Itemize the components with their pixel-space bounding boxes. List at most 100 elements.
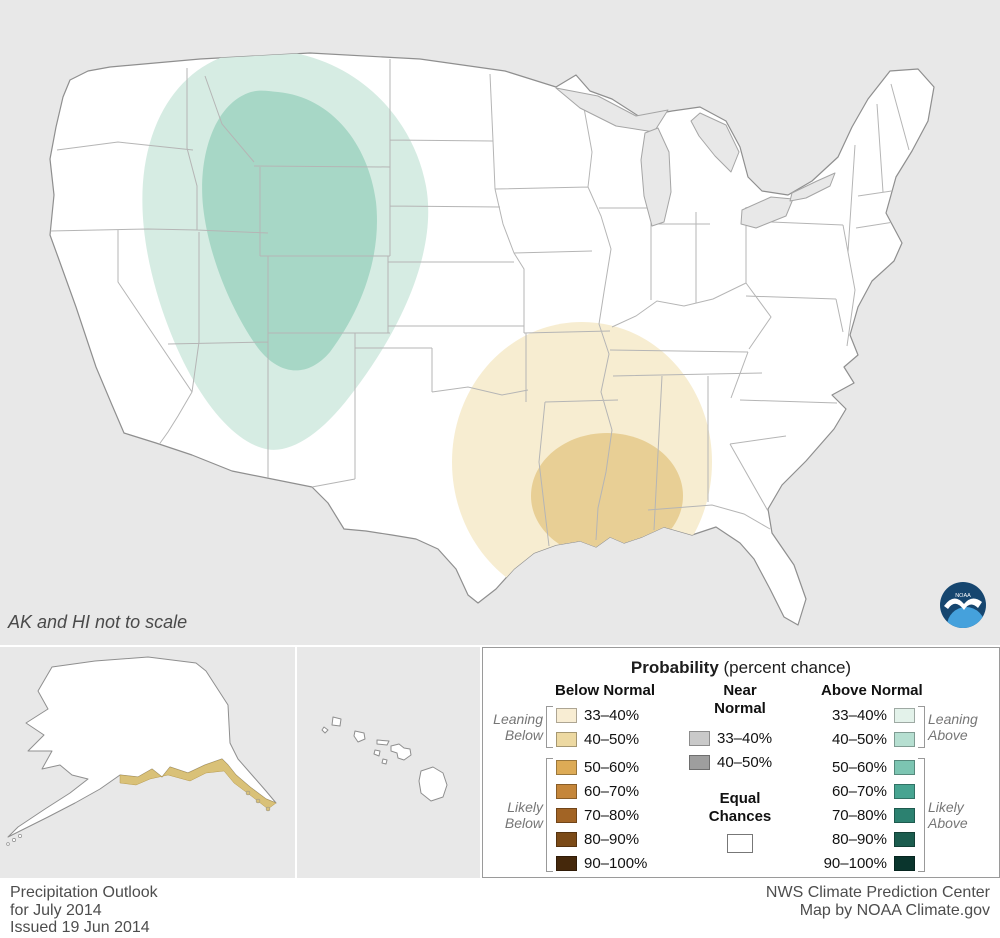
likely-above-rows: 50–60% 60–70% 70–80% 80–90% 90–100% <box>821 755 915 875</box>
legend-color-swatch <box>894 783 915 799</box>
legend-color-swatch <box>894 759 915 775</box>
footer-credits: NWS Climate Prediction Center Map by NOA… <box>766 884 990 936</box>
legend-color-swatch <box>556 707 577 723</box>
legend-color-swatch <box>556 855 577 871</box>
equal-chances-swatch <box>727 834 753 853</box>
probability-legend: Probability (percent chance) Below Norma… <box>482 647 1000 878</box>
legend-row: 33–40% <box>689 726 791 750</box>
legend-row-label: 33–40% <box>584 706 640 724</box>
likely-below-rows: 50–60% 60–70% 70–80% 80–90% 90–100% <box>556 755 650 875</box>
legend-row-label: 33–40% <box>831 706 887 724</box>
legend-row-label: 90–100% <box>584 854 648 872</box>
legend-row-label: 60–70% <box>831 782 887 800</box>
conus-map: AK and HI not to scale NOAA <box>0 0 1000 645</box>
equal-chances-label: Equal Chances <box>708 790 772 825</box>
legend-color-swatch <box>556 783 577 799</box>
legend-row-label: 40–50% <box>831 730 887 748</box>
legend-color-swatch <box>556 759 577 775</box>
legend-row: 80–90% <box>821 827 915 851</box>
scale-note: AK and HI not to scale <box>7 612 187 632</box>
likely-below-group: Likely Below 50–60% 60–70% 70–80% 80–90% 90–… <box>489 755 689 875</box>
alaska-map <box>6 656 277 846</box>
legend-color-swatch <box>894 707 915 723</box>
above-normal-header: Above Normal <box>821 682 923 699</box>
footer-source: NWS Climate Prediction Center <box>765 884 990 901</box>
legend-color-swatch <box>556 731 577 747</box>
footer-product-title: Precipitation Outlook <box>10 884 158 901</box>
footer: Precipitation Outlook for July 2014 Issu… <box>0 878 1000 936</box>
hawaii-inset-panel <box>297 647 480 878</box>
below-normal-header: Below Normal <box>555 682 656 699</box>
likely-below-bracket <box>546 758 553 872</box>
legend-color-swatch <box>894 831 915 847</box>
legend-row-label: 80–90% <box>584 830 640 848</box>
legend-row-label: 70–80% <box>584 806 640 824</box>
legend-row-label: 80–90% <box>831 830 887 848</box>
legend-color-swatch <box>556 807 577 823</box>
alaska-landmass <box>7 656 277 838</box>
legend-row: 60–70% <box>821 779 915 803</box>
legend-row: 90–100% <box>821 851 915 875</box>
legend-title-suffix: (percent chance) <box>718 658 852 677</box>
legend-color-swatch <box>689 730 710 746</box>
legend-row: 33–40% <box>821 703 915 727</box>
leaning-below-group: Leaning Below 33–40% 40–50% <box>489 703 689 751</box>
leaning-above-bracket <box>918 706 925 748</box>
legend-row: 40–50% <box>556 727 650 751</box>
legend-columns: Below Normal Leaning Below 33–40% 40–50% … <box>483 682 999 877</box>
likely-above-group: 50–60% 60–70% 70–80% 80–90% 90–100% Likely A… <box>821 755 997 875</box>
legend-color-swatch <box>894 731 915 747</box>
below-normal-40-50-region <box>531 433 683 558</box>
leaning-below-bracket <box>546 706 553 748</box>
leaning-above-rows: 33–40% 40–50% <box>821 703 915 751</box>
likely-below-label: Likely Below <box>504 798 543 831</box>
footer-issue-date: Issued 19 Jun 2014 <box>10 919 150 936</box>
hawaii-map <box>321 716 448 802</box>
legend-row-label: 50–60% <box>584 758 640 776</box>
near-normal-header: Near Normal <box>714 682 766 717</box>
hawaii-islands <box>321 716 448 802</box>
alaska-panhandle-islands <box>245 790 271 812</box>
legend-column-above-normal: Above Normal 33–40% 40–50% Leaning Above … <box>821 682 997 875</box>
inset-panels: Probability (percent chance) Below Norma… <box>0 647 1000 878</box>
legend-row-label: 33–40% <box>717 729 773 747</box>
legend-row: 33–40% <box>556 703 650 727</box>
footer-valid-period: for July 2014 <box>10 901 102 919</box>
legend-row-label: 50–60% <box>831 758 887 776</box>
legend-color-swatch <box>556 831 577 847</box>
likely-above-bracket <box>918 758 925 872</box>
legend-row-label: 40–50% <box>584 730 640 748</box>
above-normal-40-50-region <box>202 90 377 371</box>
alaska-inset-panel <box>0 647 295 878</box>
legend-row: 50–60% <box>821 755 915 779</box>
legend-row: 40–50% <box>689 750 791 774</box>
legend-row: 70–80% <box>821 803 915 827</box>
legend-row: 40–50% <box>821 727 915 751</box>
great-lakes <box>555 87 836 229</box>
legend-row: 80–90% <box>556 827 650 851</box>
noaa-logo-text: NOAA <box>955 593 971 599</box>
leaning-above-group: 33–40% 40–50% Leaning Above <box>821 703 997 751</box>
footer-issuance-info: Precipitation Outlook for July 2014 Issu… <box>10 884 158 936</box>
noaa-logo: NOAA <box>940 582 986 628</box>
legend-row-label: 60–70% <box>584 782 640 800</box>
legend-title: Probability (percent chance) <box>483 658 999 678</box>
legend-row: 90–100% <box>556 851 650 875</box>
legend-column-near-normal: Near Normal 33–40% 40–50% Equal Chances <box>689 682 791 853</box>
legend-color-swatch <box>894 855 915 871</box>
legend-row: 60–70% <box>556 779 650 803</box>
aleutian-islands <box>6 834 22 846</box>
legend-row-label: 70–80% <box>831 806 887 824</box>
state-borders <box>50 59 910 547</box>
footer-map-credit: Map by NOAA Climate.gov <box>799 901 990 919</box>
likely-above-label: Likely Above <box>928 798 968 831</box>
leaning-below-label: Leaning Below <box>493 710 543 743</box>
legend-title-bold: Probability <box>630 658 719 677</box>
legend-color-swatch <box>689 754 710 770</box>
leaning-below-rows: 33–40% 40–50% <box>556 703 650 751</box>
alaska-below-normal-coast <box>119 758 277 810</box>
legend-row-label: 40–50% <box>717 753 773 771</box>
leaning-above-label: Leaning Above <box>928 710 978 743</box>
legend-row: 50–60% <box>556 755 650 779</box>
